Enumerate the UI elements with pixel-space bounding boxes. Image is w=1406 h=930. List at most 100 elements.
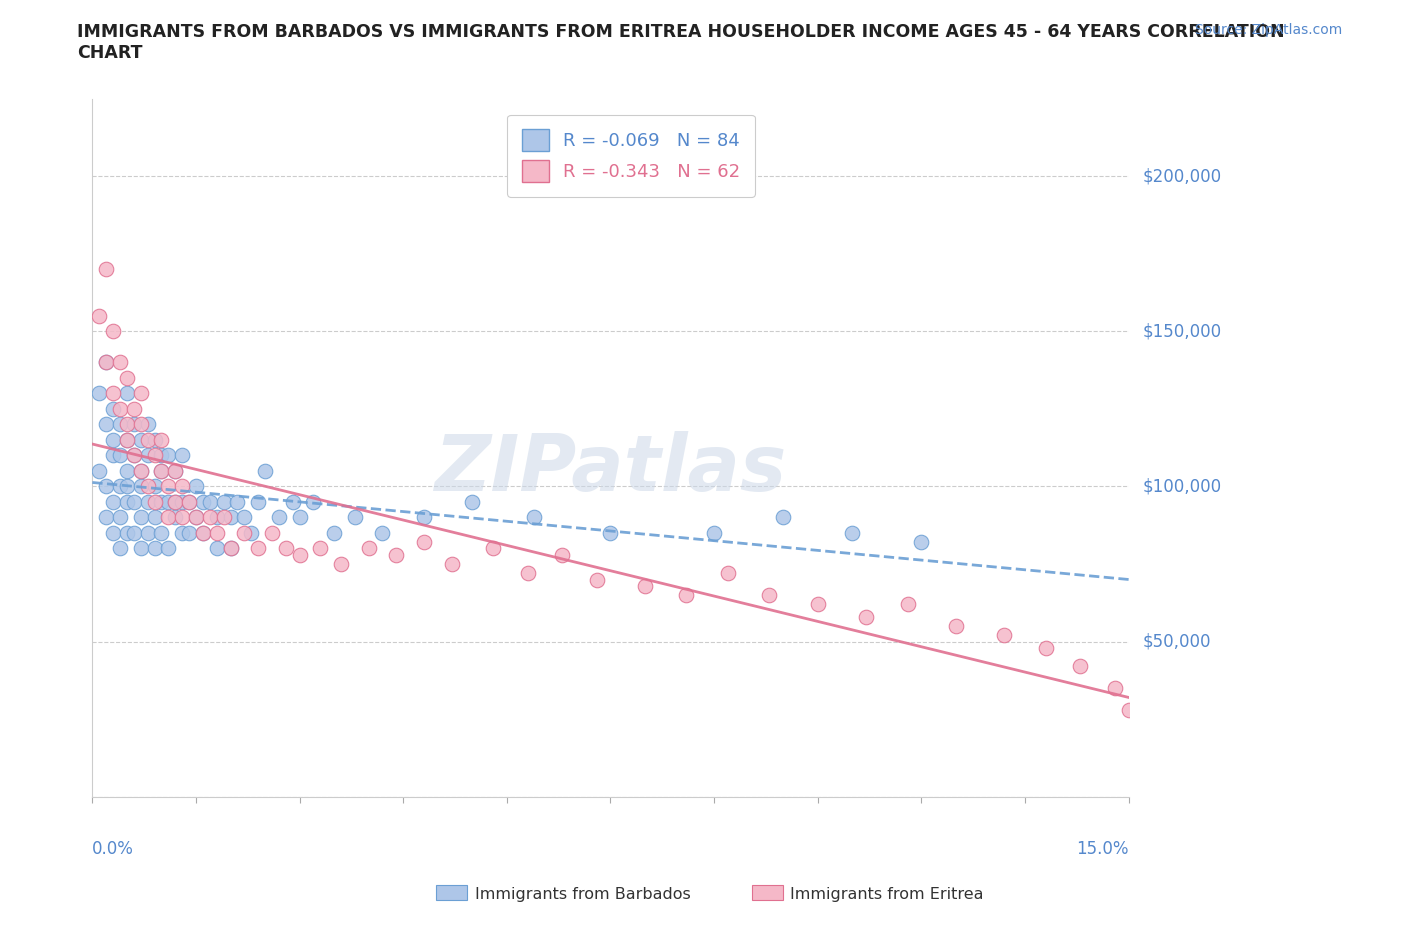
Point: [413, 535, 436, 550]
Point: [191, 495, 214, 510]
Point: [101, 386, 124, 401]
Point: [172, 510, 194, 525]
Point: [184, 510, 207, 525]
Point: [585, 572, 607, 587]
Point: [150, 525, 173, 540]
Point: [108, 448, 131, 463]
Point: [343, 510, 366, 525]
Point: [172, 448, 194, 463]
Text: ZIPatlas: ZIPatlas: [434, 431, 786, 507]
Point: [440, 556, 463, 571]
Point: [136, 479, 159, 494]
Point: [247, 541, 270, 556]
Point: [150, 463, 173, 478]
Point: [191, 525, 214, 540]
Point: [1035, 641, 1057, 656]
Point: [115, 525, 138, 540]
Point: [212, 510, 235, 525]
Point: [108, 510, 131, 525]
Point: [896, 597, 918, 612]
Point: [115, 386, 138, 401]
Point: [143, 495, 166, 510]
Point: [165, 495, 187, 510]
Point: [758, 588, 780, 603]
Point: [219, 541, 242, 556]
Point: [233, 525, 256, 540]
Point: [247, 495, 270, 510]
Point: [143, 432, 166, 447]
Point: [267, 510, 290, 525]
Point: [254, 463, 277, 478]
Point: [184, 510, 207, 525]
Point: [157, 495, 180, 510]
Point: [461, 495, 484, 510]
Point: [240, 525, 263, 540]
Point: [108, 417, 131, 432]
Point: [101, 402, 124, 417]
Point: [136, 432, 159, 447]
Point: [945, 618, 967, 633]
Point: [143, 510, 166, 525]
Text: Source: ZipAtlas.com: Source: ZipAtlas.com: [1195, 23, 1343, 37]
Point: [177, 495, 200, 510]
Point: [101, 495, 124, 510]
Point: [101, 324, 124, 339]
Point: [191, 525, 214, 540]
Point: [772, 510, 794, 525]
Text: IMMIGRANTS FROM BARBADOS VS IMMIGRANTS FROM ERITREA HOUSEHOLDER INCOME AGES 45 -: IMMIGRANTS FROM BARBADOS VS IMMIGRANTS F…: [77, 23, 1285, 62]
Point: [136, 448, 159, 463]
Point: [143, 448, 166, 463]
Point: [129, 479, 152, 494]
Point: [323, 525, 346, 540]
Point: [198, 495, 221, 510]
Point: [115, 495, 138, 510]
Point: [371, 525, 394, 540]
Point: [129, 463, 152, 478]
Point: [184, 479, 207, 494]
Point: [115, 370, 138, 385]
Text: 15.0%: 15.0%: [1076, 840, 1129, 858]
Point: [143, 541, 166, 556]
Point: [219, 541, 242, 556]
Point: [993, 628, 1015, 643]
Text: Immigrants from Eritrea: Immigrants from Eritrea: [790, 887, 984, 902]
Legend: R = -0.069   N = 84, R = -0.343   N = 62: R = -0.069 N = 84, R = -0.343 N = 62: [508, 114, 755, 196]
Point: [136, 525, 159, 540]
Point: [274, 541, 297, 556]
Point: [157, 510, 180, 525]
Point: [177, 525, 200, 540]
Point: [703, 525, 725, 540]
Point: [122, 448, 145, 463]
Point: [122, 448, 145, 463]
Point: [165, 463, 187, 478]
Point: [89, 309, 111, 324]
Point: [136, 417, 159, 432]
Point: [226, 495, 249, 510]
Point: [1104, 681, 1126, 696]
Point: [302, 495, 325, 510]
Point: [129, 510, 152, 525]
Point: [634, 578, 657, 593]
Point: [675, 588, 697, 603]
Point: [108, 402, 131, 417]
Point: [1069, 659, 1091, 674]
Point: [129, 541, 152, 556]
Point: [122, 525, 145, 540]
Point: [288, 547, 311, 562]
Point: [205, 510, 228, 525]
Point: [136, 495, 159, 510]
Point: [281, 495, 304, 510]
Point: [233, 510, 256, 525]
Point: [115, 479, 138, 494]
Point: [177, 495, 200, 510]
Text: $100,000: $100,000: [1143, 477, 1222, 496]
Point: [717, 565, 740, 580]
Point: [165, 463, 187, 478]
Point: [101, 525, 124, 540]
Text: Immigrants from Barbados: Immigrants from Barbados: [475, 887, 690, 902]
Point: [115, 463, 138, 478]
Point: [115, 432, 138, 447]
Text: $200,000: $200,000: [1143, 167, 1222, 185]
Point: [94, 355, 117, 370]
Point: [101, 448, 124, 463]
